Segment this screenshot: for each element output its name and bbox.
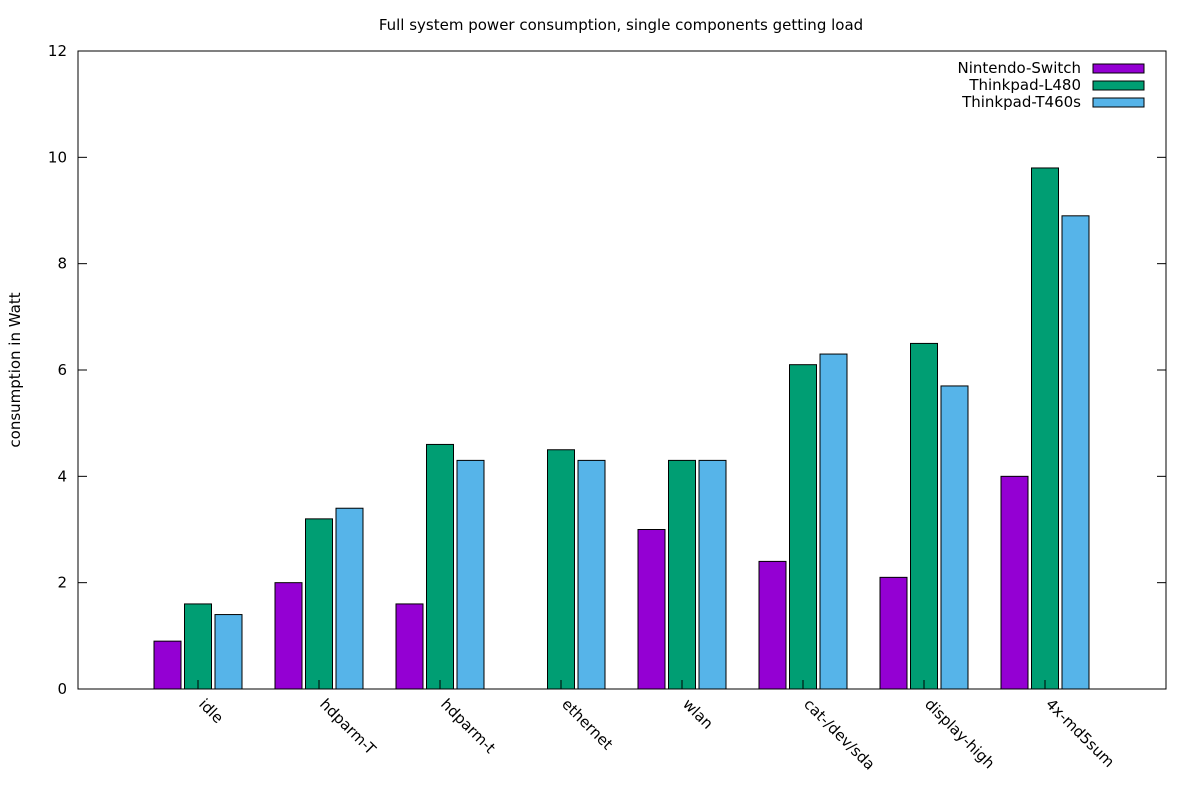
legend-swatch xyxy=(1092,80,1145,91)
legend-swatch xyxy=(1092,97,1145,108)
bar-thinkpad-l480-2 xyxy=(426,443,454,690)
x-tick-label: cat-/dev/sda xyxy=(800,695,878,773)
bar-thinkpad-t460s-5 xyxy=(819,353,848,690)
y-tick-label: 6 xyxy=(57,361,67,379)
y-tick-label: 2 xyxy=(57,574,67,592)
bar-thinkpad-t460s-6 xyxy=(940,385,969,690)
x-tick-label: display-high xyxy=(921,695,998,772)
y-tick-label: 12 xyxy=(48,42,67,60)
bar-thinkpad-l480-4 xyxy=(668,459,696,690)
x-tick-label: wlan xyxy=(679,695,717,733)
bar-thinkpad-l480-5 xyxy=(789,364,817,690)
bar-nintendo-switch-5 xyxy=(758,560,787,690)
bar-nintendo-switch-6 xyxy=(879,576,908,690)
legend-swatch xyxy=(1092,63,1145,74)
x-axis: idle hdparm-T hdparm-t ethernet wlan cat-/dev… xyxy=(195,680,1118,774)
y-axis-label: consumption in Watt xyxy=(6,292,24,447)
legend: Nintendo-SwitchThinkpad-L480Thinkpad-T46… xyxy=(958,59,1145,111)
bar-thinkpad-t460s-1 xyxy=(335,507,364,690)
y-tick-label: 0 xyxy=(57,680,67,698)
x-tick-label: hdparm-T xyxy=(316,695,380,759)
y-tick-label: 8 xyxy=(57,255,67,273)
bars xyxy=(153,167,1090,690)
legend-label: Thinkpad-L480 xyxy=(968,76,1081,94)
bar-thinkpad-l480-0 xyxy=(184,603,212,690)
chart-title: Full system power consumption, single co… xyxy=(379,16,863,34)
bar-nintendo-switch-7 xyxy=(1000,475,1029,690)
x-tick-label: hdparm-t xyxy=(437,695,499,757)
y-axis: 0 2 4 6 8 10 12 xyxy=(48,42,1166,698)
bar-thinkpad-t460s-4 xyxy=(698,459,727,690)
legend-label: Nintendo-Switch xyxy=(958,59,1082,77)
bar-thinkpad-l480-6 xyxy=(910,342,938,690)
bar-nintendo-switch-4 xyxy=(637,529,666,690)
bar-thinkpad-l480-1 xyxy=(305,518,333,690)
x-tick-label: ethernet xyxy=(558,695,616,753)
bar-nintendo-switch-2 xyxy=(395,603,424,690)
bar-thinkpad-l480-3 xyxy=(547,449,575,690)
bar-nintendo-switch-0 xyxy=(153,640,182,690)
bar-nintendo-switch-1 xyxy=(274,582,303,690)
y-tick-label: 10 xyxy=(48,148,67,166)
bar-thinkpad-t460s-3 xyxy=(577,459,606,690)
bar-thinkpad-t460s-0 xyxy=(214,614,243,690)
legend-label: Thinkpad-T460s xyxy=(961,93,1081,111)
y-tick-label: 4 xyxy=(57,467,67,485)
bar-thinkpad-t460s-2 xyxy=(456,459,485,690)
bar-thinkpad-t460s-7 xyxy=(1061,215,1090,690)
bar-thinkpad-l480-7 xyxy=(1031,167,1059,690)
x-tick-label: idle xyxy=(195,695,227,727)
x-tick-label: 4x-md5sum xyxy=(1042,695,1118,771)
